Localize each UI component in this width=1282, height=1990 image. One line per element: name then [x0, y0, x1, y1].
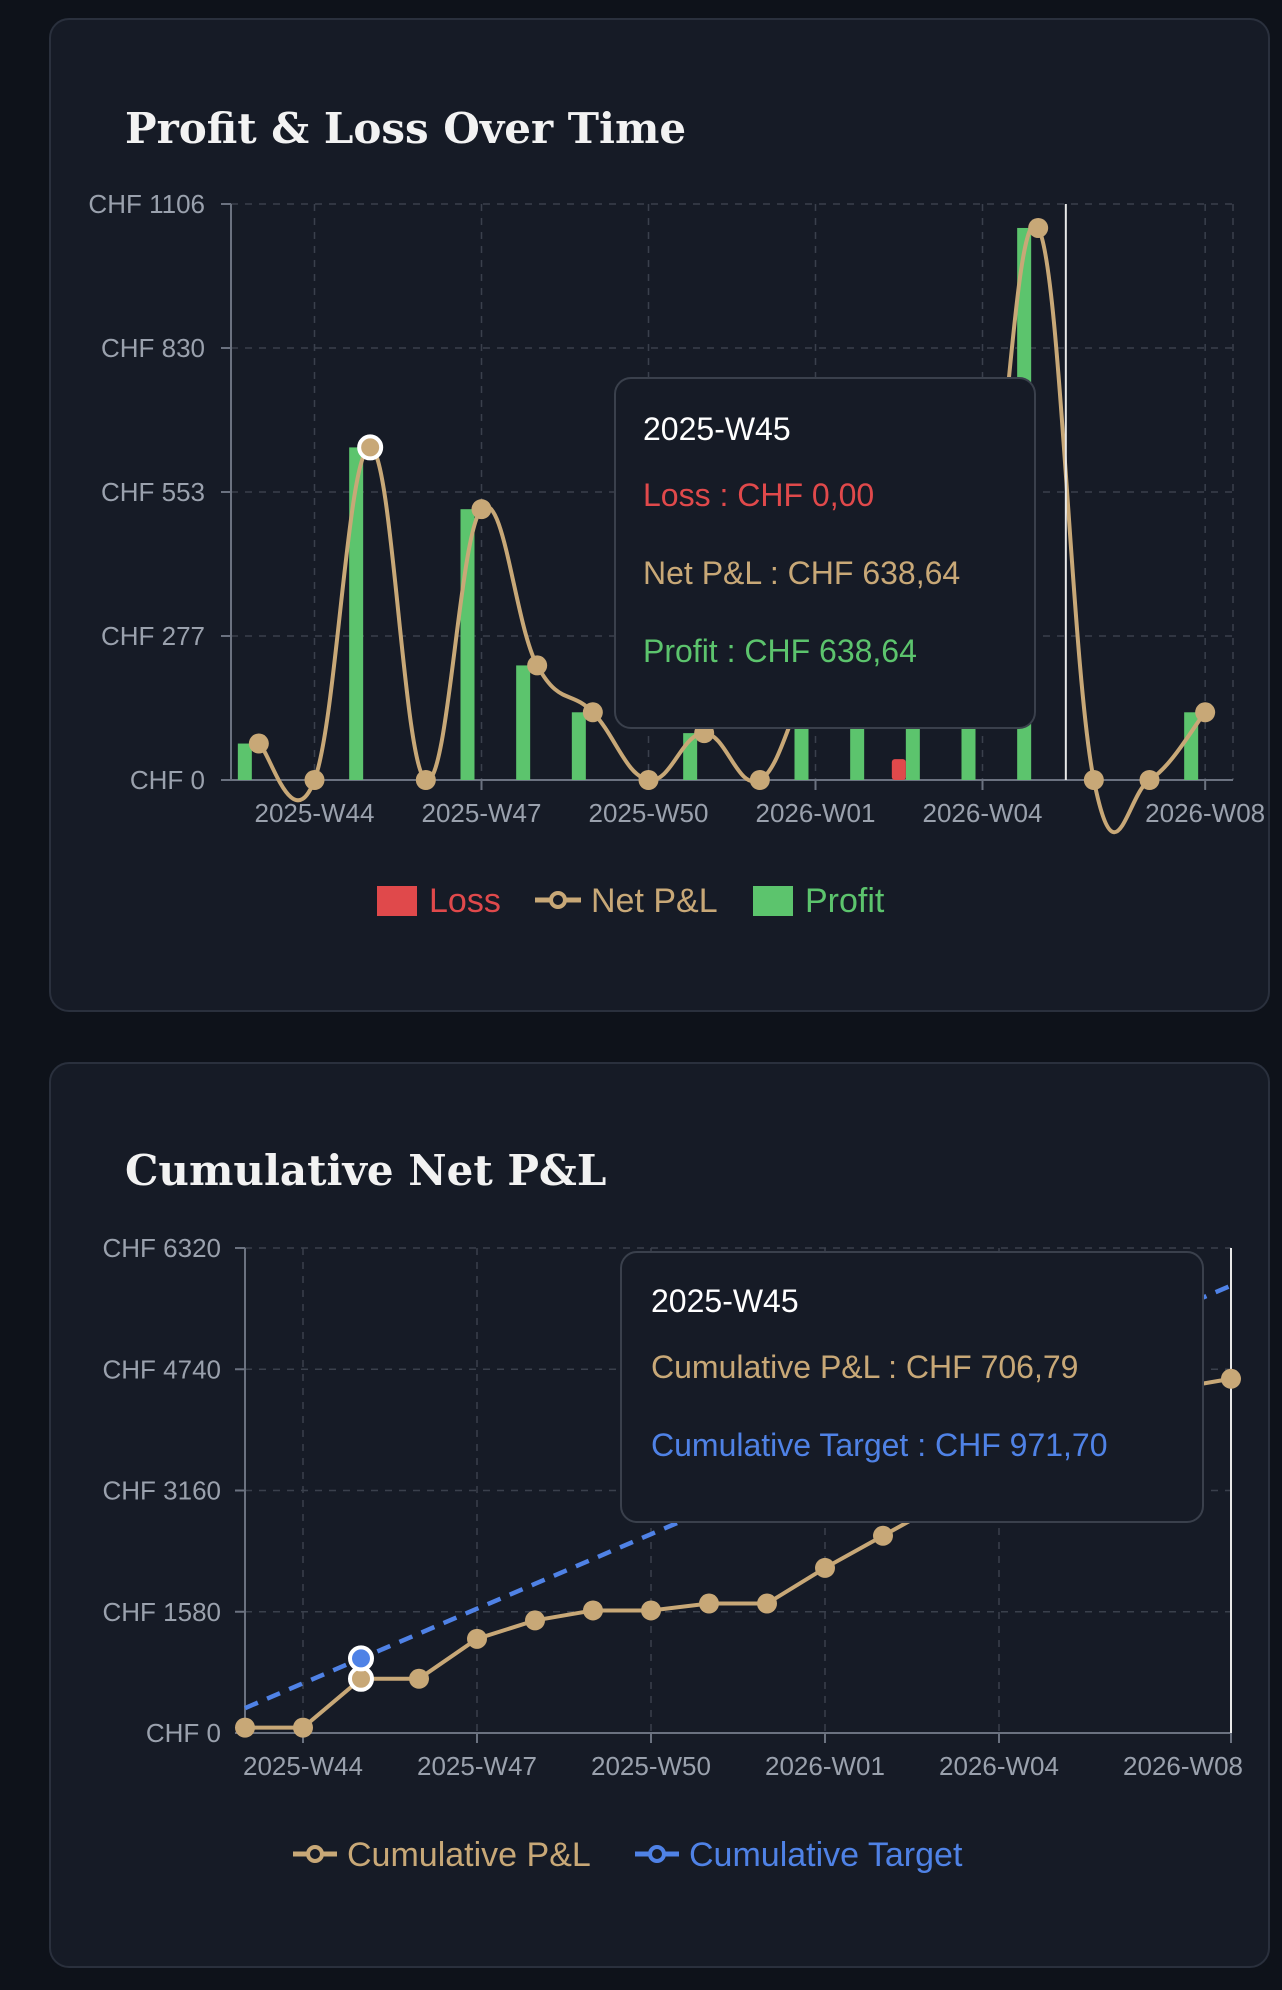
- tooltip: 2025-W45 Cumulative P&L : CHF 706,79 Cumul…: [620, 1251, 1204, 1523]
- legend: Cumulative P&L Cumulative Target: [293, 1836, 963, 1874]
- cumulative-pl-point: [525, 1610, 545, 1631]
- cumulative-pl-chart[interactable]: CHF 0 CHF 1580 CHF 3160 CHF 4740 CHF 6320 202…: [51, 1064, 1272, 1970]
- legend-marker-net: [549, 891, 567, 909]
- tooltip-row: Cumulative Target : CHF 971,70: [651, 1427, 1108, 1463]
- profit-bar: [571, 712, 586, 780]
- x-tick-label: 2026-W01: [765, 1751, 885, 1781]
- profit-bar: [516, 665, 531, 780]
- y-tick-label: CHF 1106: [88, 189, 205, 219]
- x-tick-label: 2026-W04: [939, 1751, 1059, 1781]
- legend: Loss Net P&L Profit: [377, 882, 885, 920]
- chart-title: Profit & Loss Over Time: [125, 104, 687, 153]
- pl-over-time-card: Profit & Loss Over Time CHF 0 CHF 277 CHF …: [49, 18, 1270, 1012]
- net-pl-point: [638, 770, 659, 790]
- net-pl-point: [749, 770, 770, 790]
- cumulative-pl-point: [641, 1600, 661, 1621]
- net-pl-point: [1028, 217, 1049, 238]
- cumulative-pl-point: [757, 1593, 777, 1614]
- net-pl-point: [471, 499, 492, 520]
- tooltip-row: Net P&L : CHF 638,64: [643, 555, 960, 591]
- tooltip-title: 2025-W45: [651, 1283, 799, 1319]
- legend-swatch-loss: [377, 886, 417, 916]
- x-tick-label: 2026-W08: [1145, 798, 1265, 828]
- tooltip-row: Cumulative P&L : CHF 706,79: [651, 1349, 1078, 1385]
- tooltip-box: [614, 377, 1036, 729]
- legend-marker-cumulative-pl: [306, 1845, 324, 1863]
- y-tick-label: CHF 553: [101, 477, 205, 507]
- net-pl-point: [1139, 770, 1160, 790]
- x-tick-label: 2025-W47: [417, 1751, 537, 1781]
- legend-marker-cumulative-target: [648, 1845, 666, 1863]
- x-tick-label: 2026-W08: [1123, 1751, 1243, 1781]
- net-pl-point: [304, 770, 325, 790]
- x-tick-label: 2025-W47: [422, 798, 542, 828]
- x-tick-label: 2026-W04: [923, 798, 1043, 828]
- tooltip-box: [620, 1251, 1204, 1523]
- net-pl-point: [248, 733, 269, 754]
- net-pl-point: [527, 655, 548, 676]
- pl-over-time-chart[interactable]: CHF 0 CHF 277 CHF 553 CHF 830 CHF 1106 2025-W…: [51, 20, 1272, 1014]
- tooltip-row: Loss : CHF 0,00: [643, 477, 874, 513]
- tooltip-row: Profit : CHF 638,64: [643, 633, 917, 669]
- net-pl-point: [415, 770, 436, 790]
- y-tick-label: CHF 0: [130, 765, 205, 795]
- net-pl-point: [582, 702, 603, 723]
- cumulative-pl-point: [699, 1593, 719, 1614]
- legend-label: Cumulative P&L: [347, 1836, 591, 1874]
- cumulative-pl-card: Cumulative Net P&L CHF 0 CHF 1580 CHF 3160…: [49, 1062, 1270, 1968]
- net-pl-line: [257, 223, 1207, 835]
- x-tick-label: 2025-W44: [243, 1751, 363, 1781]
- legend-label: Profit: [805, 882, 885, 920]
- chart-title: Cumulative Net P&L: [125, 1146, 607, 1195]
- cumulative-pl-point: [409, 1668, 429, 1689]
- cumulative-pl-point: [467, 1628, 487, 1649]
- net-pl-point: [1083, 770, 1104, 790]
- legend-label: Cumulative Target: [689, 1836, 963, 1874]
- profit-bar: [349, 447, 364, 780]
- cumulative-pl-point: [873, 1525, 893, 1546]
- legend-label: Net P&L: [591, 882, 718, 920]
- y-tick-label: CHF 277: [101, 621, 205, 651]
- x-tick-label: 2025-W44: [255, 798, 375, 828]
- x-tick-label: 2025-W50: [591, 1751, 711, 1781]
- y-tick-label: CHF 0: [146, 1718, 221, 1748]
- y-tick-label: CHF 6320: [103, 1233, 222, 1263]
- cumulative-target-point: [348, 1645, 374, 1672]
- x-tick-label: 2026-W01: [756, 798, 876, 828]
- cumulative-pl-point: [1221, 1368, 1241, 1389]
- cumulative-pl-point: [293, 1717, 313, 1738]
- profit-bar: [237, 743, 252, 780]
- y-tick-label: CHF 830: [101, 333, 205, 363]
- cumulative-pl-point: [583, 1600, 603, 1621]
- net-pl-point: [1195, 702, 1216, 723]
- loss-bar: [891, 759, 906, 780]
- legend-label: Loss: [429, 882, 501, 920]
- y-tick-label: CHF 4740: [103, 1354, 222, 1384]
- cumulative-pl-point: [235, 1717, 255, 1738]
- net-pl-point: [357, 434, 384, 461]
- tooltip-title: 2025-W45: [643, 411, 791, 447]
- x-tick-label: 2025-W50: [589, 798, 709, 828]
- y-tick-label: CHF 1580: [103, 1597, 222, 1627]
- tooltip: 2025-W45 Loss : CHF 0,00 Net P&L : CHF 638…: [614, 377, 1036, 729]
- legend-swatch-profit: [753, 886, 793, 916]
- y-tick-label: CHF 3160: [103, 1476, 222, 1506]
- cumulative-pl-point: [815, 1557, 835, 1578]
